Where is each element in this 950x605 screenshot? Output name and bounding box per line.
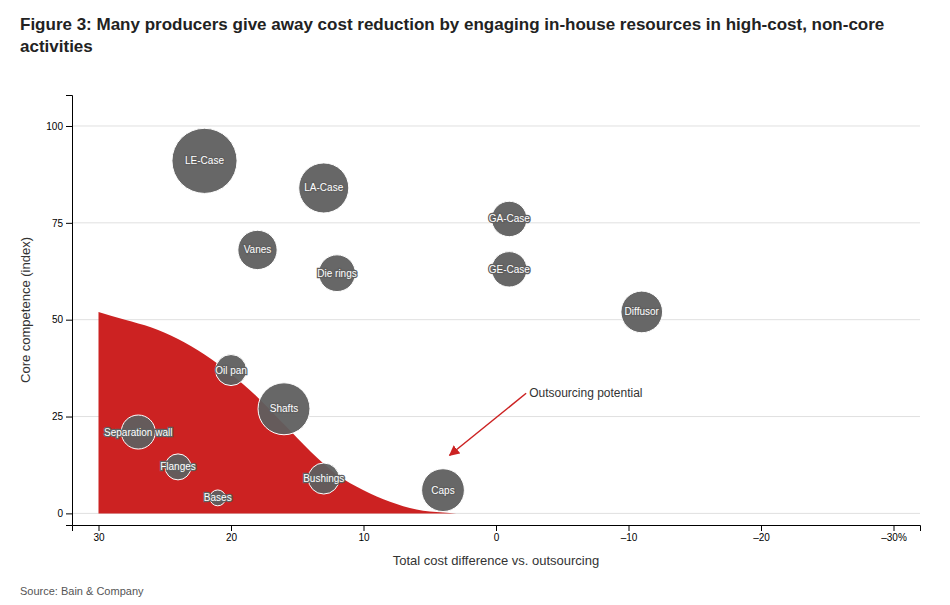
bubble xyxy=(621,291,663,333)
x-tick-mark xyxy=(496,525,497,531)
y-tick-mark xyxy=(66,223,72,224)
chart: Figure 3: Many producers give away cost … xyxy=(0,0,950,605)
x-tick-mark xyxy=(364,525,365,531)
x-axis-title: Total cost difference vs. outsourcing xyxy=(393,553,599,568)
bubble-label: Bases xyxy=(204,492,232,503)
y-tick-mark xyxy=(66,320,72,321)
x-tick: 0 xyxy=(494,525,500,543)
x-tick-label: 20 xyxy=(226,532,238,543)
y-tick: 75 xyxy=(52,218,72,229)
bubble xyxy=(422,469,465,512)
x-tick-mark xyxy=(99,525,100,531)
bubble-label: Diffusor xyxy=(625,306,660,317)
bubble-label: Oil pan xyxy=(215,365,247,376)
y-tick-label: 50 xyxy=(52,314,64,325)
bubble-label: Bushings xyxy=(303,473,344,484)
x-tick: 10 xyxy=(358,525,370,543)
grid-line xyxy=(72,319,920,320)
bubble-label: Separation wall xyxy=(104,427,172,438)
y-tick: 50 xyxy=(52,314,72,325)
y-tick: 0 xyxy=(57,508,72,519)
source: Source: Bain & Company xyxy=(20,585,144,597)
y-tick-mark xyxy=(66,417,72,418)
grid xyxy=(72,126,920,513)
y-axis-title: Core competence (index) xyxy=(18,237,33,383)
x-tick-label: 0 xyxy=(494,532,500,543)
y-axis: 0 25 50 75 100 xyxy=(46,96,72,526)
x-tick-mark xyxy=(761,525,762,531)
title: Figure 3: Many producers give away cost … xyxy=(20,15,884,56)
x-tick-mark xyxy=(231,525,232,531)
y-tick-mark xyxy=(66,126,72,127)
bubble xyxy=(258,383,310,435)
y-tick: 25 xyxy=(52,411,72,422)
marks xyxy=(99,128,663,513)
bubble xyxy=(172,128,237,193)
plot-area: 3020100–10–20–30%0255075100LE-CaseLA-Cas… xyxy=(46,96,920,544)
bubble xyxy=(238,230,277,269)
y-tick-label: 75 xyxy=(52,218,64,229)
y-tick-label: 0 xyxy=(57,508,63,519)
y-tick-label: 100 xyxy=(46,121,63,132)
x-tick-label: 30 xyxy=(93,532,105,543)
y-axis-line xyxy=(66,96,73,526)
bubble-label: GE-Case xyxy=(489,264,531,275)
bubble-label: Caps xyxy=(431,485,454,496)
y-tick: 100 xyxy=(46,121,72,132)
x-tick-label: –10 xyxy=(621,532,638,543)
x-tick-label: 10 xyxy=(358,532,370,543)
x-tick: –20 xyxy=(753,525,770,543)
x-tick: –10 xyxy=(621,525,638,543)
bubble xyxy=(215,355,246,386)
x-tick: 30 xyxy=(93,525,105,543)
x-tick-label: –20 xyxy=(753,532,770,543)
bubble-label: Shafts xyxy=(270,403,298,414)
x-tick-label: –30% xyxy=(881,532,907,543)
x-tick-mark xyxy=(894,525,895,531)
bubble-label: LA-Case xyxy=(304,182,343,193)
x-axis-line xyxy=(73,526,921,532)
bubble-label: Vanes xyxy=(244,244,272,255)
grid-line xyxy=(72,125,920,126)
x-tick: 20 xyxy=(226,525,238,543)
bubble-label: Flanges xyxy=(160,461,196,472)
y-tick-label: 25 xyxy=(52,411,64,422)
x-axis: 30 20 10 0 –10 –20 –30% xyxy=(73,525,921,543)
annotation: Outsourcing potential xyxy=(529,386,642,400)
annotation-arrow xyxy=(450,393,527,455)
bubble xyxy=(299,163,349,213)
outsourcing-area xyxy=(99,312,457,513)
x-tick: –30% xyxy=(881,525,907,543)
bubble-label: Die rings xyxy=(317,268,356,279)
bubble-label: LE-Case xyxy=(185,155,224,166)
bubble-label: GA-Case xyxy=(489,213,531,224)
x-tick-mark xyxy=(629,525,630,531)
labels: LE-Case LA-Case Vanes Die rings GA-Case GE-Ca… xyxy=(104,155,659,503)
y-tick-mark xyxy=(66,513,72,514)
